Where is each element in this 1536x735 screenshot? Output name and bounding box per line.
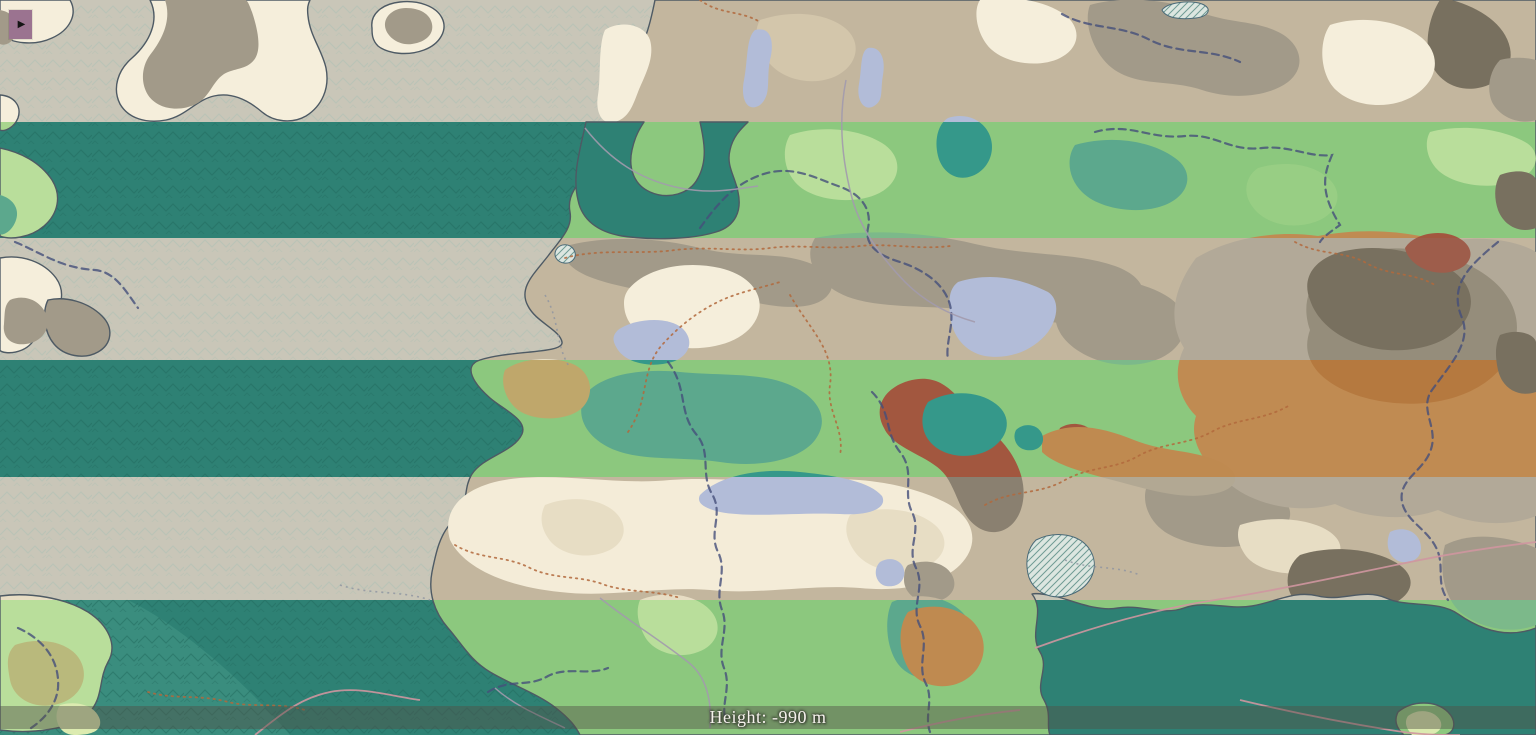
sea-route-path bbox=[1034, 541, 1536, 649]
border-path bbox=[1093, 127, 1342, 244]
road-path bbox=[599, 597, 712, 729]
trail-path bbox=[454, 544, 681, 599]
border-path bbox=[486, 666, 610, 694]
trail-path bbox=[789, 294, 842, 456]
trail-path bbox=[984, 404, 1291, 506]
trail-path bbox=[1064, 559, 1141, 576]
status-height-text: Height: -990 m bbox=[709, 707, 827, 727]
expand-menu-button[interactable]: ▶ bbox=[9, 10, 32, 39]
sea-route-path bbox=[899, 709, 1021, 733]
border-path bbox=[16, 626, 60, 732]
border-path bbox=[1400, 240, 1500, 602]
border-path bbox=[870, 390, 932, 734]
road-path bbox=[494, 687, 566, 729]
play-icon: ▶ bbox=[17, 19, 26, 30]
status-bar: Height: -990 m bbox=[0, 706, 1536, 729]
political-borders-layer bbox=[13, 12, 1500, 734]
border-path bbox=[666, 360, 728, 724]
road-path bbox=[584, 127, 759, 192]
trail-path bbox=[627, 281, 781, 433]
road-path bbox=[840, 79, 976, 323]
border-path bbox=[13, 240, 140, 310]
routes-layer bbox=[254, 79, 1536, 735]
trail-path bbox=[564, 244, 951, 259]
trails-layer bbox=[147, 0, 1436, 711]
sea-route-path bbox=[254, 689, 421, 735]
border-path bbox=[1060, 12, 1242, 64]
border-path bbox=[698, 169, 953, 362]
trail-path bbox=[147, 691, 306, 711]
trail-path bbox=[699, 0, 761, 23]
